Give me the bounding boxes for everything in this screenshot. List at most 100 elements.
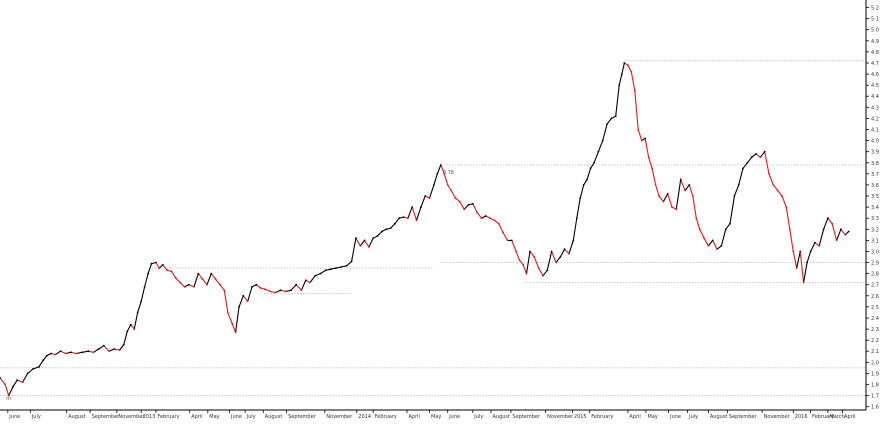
data-point [489,217,492,220]
series-segment [572,217,578,241]
series-segment [133,311,139,330]
x-tick-label: August [710,414,728,420]
series-segment [345,260,353,267]
data-point [827,217,829,220]
series-segment [772,184,779,192]
series-segment [648,156,653,169]
series-segment [247,286,253,302]
data-point [242,294,245,297]
data-point [129,323,132,326]
data-point [814,241,816,244]
series-segment [162,264,168,271]
series-segment [21,372,29,383]
series-segment [295,284,302,291]
y-tick-label: 4.8 [871,50,879,56]
data-point [174,277,177,279]
y-tick-label: 2.1 [871,349,879,355]
series-segment [188,284,195,288]
data-point [161,263,164,266]
series-segment [123,330,128,346]
y-tick-label: 2.5 [871,305,879,311]
series-segment [814,242,820,247]
data-point [4,383,7,386]
series-segment [130,324,135,330]
series-segment [223,289,229,313]
data-point [840,228,842,231]
data-point [644,137,647,140]
data-point [214,278,217,281]
y-tick-label: 5.0 [871,28,879,34]
series-segment [738,167,744,186]
series-segment [16,379,24,383]
series-segment [433,173,438,186]
series-segment [579,184,585,199]
data-point [155,261,157,264]
y-tick-label: 3.2 [871,227,879,233]
series-segment [644,137,650,158]
y-tick-label: 2.6 [871,294,879,300]
data-point [16,379,19,381]
data-point [822,228,825,231]
series-segment [170,270,177,279]
data-point [255,283,258,286]
series-segment [751,153,757,158]
y-tick-label: 4.0 [871,139,879,145]
series-segment [126,324,132,332]
series-segment [785,206,791,230]
data-point [284,290,287,293]
series-segment [688,184,694,197]
data-point [147,272,150,275]
data-point [788,228,791,231]
series-segment [447,184,452,192]
series-segment [831,223,838,241]
data-point [259,287,262,289]
series-segment [502,232,509,241]
series-segment [725,223,731,230]
series-segment [179,281,186,288]
data-point [50,352,52,355]
data-point [467,204,470,206]
x-tick-label: March [829,414,844,420]
y-tick-label: 1.8 [871,383,879,389]
data-point [21,381,24,384]
data-point [792,250,795,253]
data-point [329,268,332,271]
data-point [844,233,847,236]
series-segment [290,284,297,291]
y-tick-label: 2.3 [871,327,879,333]
series-segment [32,366,40,370]
series-segment [215,278,221,286]
series-segment [522,264,528,275]
series-segment [459,201,465,210]
data-point [671,206,673,209]
data-point [87,350,90,353]
data-point [563,248,566,251]
y-tick-label: 4.4 [871,94,879,100]
series-segment [38,359,44,368]
data-point [324,269,327,272]
data-point [533,256,536,258]
series-segment [359,239,366,247]
x-tick-label: 2016 [795,414,808,420]
data-point [618,84,621,87]
series-segment [264,288,271,292]
data-point [314,274,317,277]
data-point [150,262,153,265]
data-point [542,274,544,277]
data-point [398,217,401,220]
series-segment [314,273,321,277]
data-point [335,267,337,269]
series-segment [637,128,643,142]
series-segment [716,245,722,250]
data-point [411,206,414,209]
y-tick-label: 4.2 [871,116,879,122]
series-segment [8,386,14,397]
data-point [795,267,798,269]
series-segment [777,189,783,197]
x-tick-label: August [493,414,511,420]
data-point [158,267,161,269]
series-segment [667,193,673,208]
series-segment [118,344,125,351]
data-point [606,123,608,125]
